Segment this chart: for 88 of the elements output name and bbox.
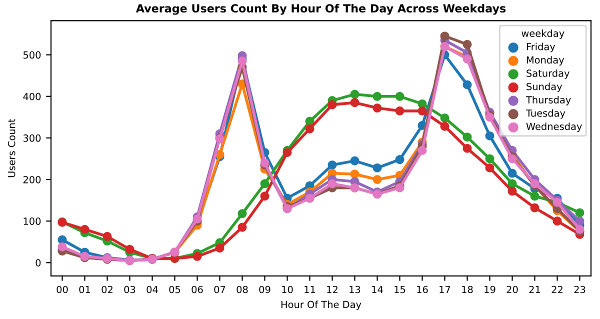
point xyxy=(462,40,472,49)
x-tick-label: 00 xyxy=(56,286,68,294)
point xyxy=(305,124,314,134)
legend-label: Monday xyxy=(526,56,564,66)
point xyxy=(350,98,360,108)
y-axis-title: Users Count xyxy=(8,118,16,178)
legend-label: Wednesday xyxy=(526,122,582,132)
legend-label: Sunday xyxy=(526,82,562,92)
point xyxy=(328,160,337,170)
point xyxy=(350,156,360,166)
x-tick-label: 15 xyxy=(394,286,406,294)
point xyxy=(508,186,517,196)
x-tick-label: 19 xyxy=(484,286,496,294)
x-axis-title: Hour Of The Day xyxy=(281,300,362,310)
x-tick-label: 21 xyxy=(529,286,540,294)
point xyxy=(418,146,427,155)
point xyxy=(508,168,517,178)
x-tick-label: 05 xyxy=(169,286,180,294)
point xyxy=(215,244,224,253)
x-tick-label: 07 xyxy=(214,286,226,294)
point xyxy=(485,163,494,172)
x-tick-label: 14 xyxy=(372,286,383,294)
point xyxy=(372,174,382,184)
x-tick-label: 23 xyxy=(574,286,586,294)
point xyxy=(260,192,270,201)
y-tick-label: 200 xyxy=(23,176,41,184)
point xyxy=(440,122,450,131)
point xyxy=(552,216,562,226)
point xyxy=(282,148,292,158)
point xyxy=(485,131,494,140)
legend-label: Tuesday xyxy=(526,109,566,119)
x-tick-label: 11 xyxy=(304,286,316,294)
y-tick-label: 400 xyxy=(23,92,41,100)
point xyxy=(102,232,112,241)
point xyxy=(575,216,584,226)
point xyxy=(260,179,270,188)
x-tick-label: 09 xyxy=(259,286,270,294)
point xyxy=(485,154,494,164)
x-tick-label: 08 xyxy=(236,286,248,294)
point xyxy=(372,92,382,101)
y-tick-label: 500 xyxy=(23,51,41,59)
x-tick-label: 16 xyxy=(417,286,428,294)
point xyxy=(530,192,540,201)
x-tick-label: 03 xyxy=(124,286,136,294)
y-tick-label: 100 xyxy=(24,218,41,225)
point xyxy=(395,92,404,101)
point xyxy=(395,106,404,116)
point xyxy=(440,113,450,123)
point xyxy=(192,214,202,224)
point xyxy=(418,106,427,116)
point xyxy=(575,208,584,218)
point xyxy=(462,132,472,142)
y-tick-label: 300 xyxy=(23,134,41,142)
point xyxy=(80,224,90,234)
point xyxy=(238,209,247,218)
point xyxy=(125,244,134,254)
x-tick-label: 10 xyxy=(282,286,293,294)
point xyxy=(372,163,382,172)
point xyxy=(462,80,472,90)
point xyxy=(192,252,202,261)
x-tick-label: 06 xyxy=(192,286,203,294)
point xyxy=(395,155,404,164)
point xyxy=(462,144,472,153)
x-tick-label: 01 xyxy=(79,286,90,294)
legend-label: Friday xyxy=(526,42,556,52)
x-tick-label: 17 xyxy=(440,286,450,294)
x-tick-label: 02 xyxy=(102,286,112,294)
point xyxy=(58,242,67,252)
point xyxy=(440,32,450,41)
point xyxy=(238,222,247,232)
x-tick-label: 20 xyxy=(506,286,518,294)
x-tick-label: 12 xyxy=(327,286,338,294)
x-tick-label: 13 xyxy=(350,286,360,294)
point xyxy=(238,56,247,66)
point xyxy=(350,170,360,179)
x-tick-label: 04 xyxy=(146,286,158,294)
point xyxy=(328,179,337,188)
point xyxy=(530,203,540,212)
x-tick-label: 22 xyxy=(552,286,562,294)
legend-label: Saturday xyxy=(526,69,570,79)
legend-label: Thursday xyxy=(526,96,571,106)
x-tick-label: 18 xyxy=(462,286,473,294)
point xyxy=(328,100,337,110)
legend-title: weekday xyxy=(522,29,564,39)
chart-title: Average Users Count By Hour Of The Day Across Weekdays xyxy=(136,4,506,15)
point xyxy=(372,104,382,113)
point xyxy=(350,90,360,99)
y-tick-label: 0 xyxy=(36,259,41,266)
